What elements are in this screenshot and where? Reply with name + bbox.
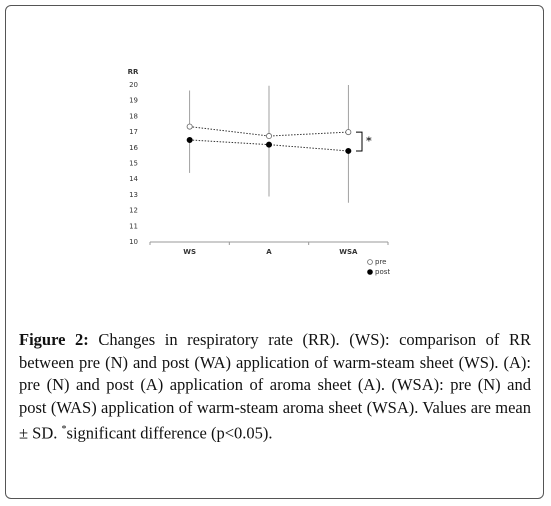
data-point (186, 123, 193, 130)
legend-marker (367, 259, 373, 265)
y-tick-label: 14 (129, 175, 138, 183)
legend-label: pre (375, 258, 386, 266)
legend-label: post (375, 268, 390, 276)
y-tick-label: 11 (129, 222, 138, 230)
data-point (345, 147, 352, 154)
annotation: * (366, 135, 372, 148)
y-tick-label: 12 (129, 207, 138, 215)
x-tick-label: WS (183, 248, 196, 256)
y-tick-label: 16 (129, 144, 138, 152)
significance-bracket (356, 131, 363, 152)
x-tick-label: WSA (339, 248, 358, 256)
y-tick-label: 18 (129, 112, 138, 120)
y-tick-label: 10 (129, 238, 138, 246)
caption-label: Figure 2: (19, 330, 89, 349)
data-point (265, 133, 272, 140)
caption: Figure 2: Changes in respiratory rate (R… (19, 329, 531, 445)
y-tick-label: 13 (129, 191, 138, 199)
y-tick-label: 20 (129, 81, 138, 89)
data-point (345, 129, 352, 136)
y-tick-label: 19 (129, 97, 138, 105)
y-tick-label: 17 (129, 128, 138, 136)
y-axis-label: RR (128, 68, 139, 76)
caption-superscript: * (61, 424, 67, 435)
x-tick-label: A (266, 248, 272, 256)
series-line (189, 126, 349, 137)
data-point (186, 136, 193, 143)
legend-marker (367, 269, 373, 275)
caption-text: Changes in respiratory rate (RR). (WS): … (19, 330, 531, 443)
caption-text-end: significant difference (p<0.05). (66, 423, 273, 443)
y-tick-label: 15 (129, 160, 138, 168)
figure-frame (5, 5, 544, 499)
data-point (265, 141, 272, 148)
